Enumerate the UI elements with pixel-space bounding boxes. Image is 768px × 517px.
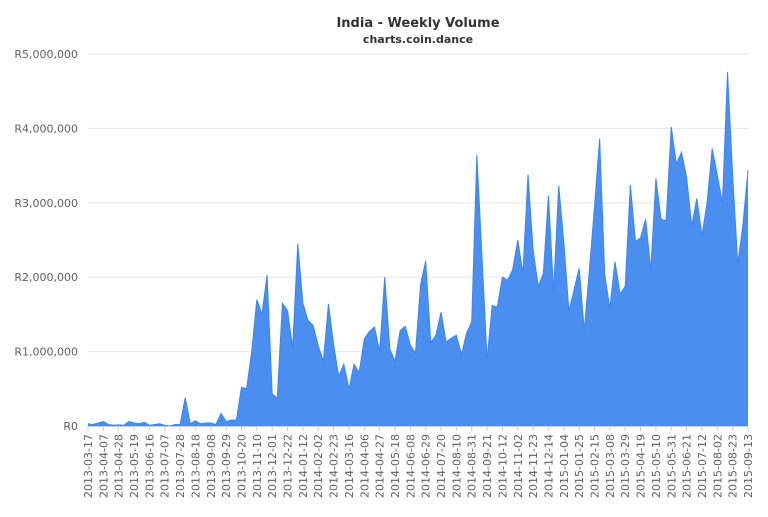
x-tick-label: 2015-05-31 xyxy=(665,434,678,498)
x-tick-label: 2014-06-29 xyxy=(420,434,433,498)
y-tick-label: R0 xyxy=(63,420,78,433)
x-tick-label: 2013-03-17 xyxy=(82,434,95,498)
chart-title: India - Weekly Volume xyxy=(336,16,499,31)
y-tick-label: R5,000,000 xyxy=(14,48,78,61)
x-tick-label: 2013-12-01 xyxy=(266,434,279,498)
x-tick-label: 2013-05-19 xyxy=(128,434,141,498)
x-tick-label: 2013-09-29 xyxy=(220,434,233,498)
x-tick-label: 2015-05-10 xyxy=(650,434,663,498)
x-tick-label: 2014-09-21 xyxy=(481,434,494,498)
x-tick-label: 2014-03-16 xyxy=(343,434,356,498)
x-tick-label: 2013-11-10 xyxy=(251,434,264,498)
x-tick-label: 2014-02-02 xyxy=(312,434,325,498)
x-tick-label: 2014-08-31 xyxy=(466,434,479,498)
x-tick-label: 2013-10-20 xyxy=(235,434,248,498)
y-tick-label: R1,000,000 xyxy=(14,346,78,359)
x-tick-label: 2014-01-12 xyxy=(297,434,310,498)
x-tick-label: 2013-12-22 xyxy=(282,434,295,498)
x-tick-label: 2014-04-27 xyxy=(374,434,387,498)
x-tick-label: 2015-08-02 xyxy=(711,434,724,498)
x-tick-label: 2015-01-04 xyxy=(558,434,571,498)
x-tick-label: 2015-03-29 xyxy=(619,434,632,498)
x-tick-label: 2013-08-18 xyxy=(189,434,202,498)
x-tick-label: 2013-04-07 xyxy=(97,434,110,498)
x-tick-label: 2015-06-21 xyxy=(681,434,694,498)
x-tick-label: 2013-04-28 xyxy=(113,434,126,498)
x-tick-label: 2013-07-07 xyxy=(159,434,172,498)
x-tick-label: 2013-09-08 xyxy=(205,434,218,498)
y-tick-label: R2,000,000 xyxy=(14,271,78,284)
x-tick-label: 2015-02-15 xyxy=(589,434,602,498)
x-tick-label: 2013-06-16 xyxy=(143,434,156,498)
x-tick-label: 2013-07-28 xyxy=(174,434,187,498)
volume-area xyxy=(88,71,748,427)
x-tick-label: 2015-04-19 xyxy=(635,434,648,498)
x-tick-label: 2014-12-14 xyxy=(542,434,555,498)
y-axis: R0 R1,000,000 R2,000,000 R3,000,000 R4,000,0… xyxy=(14,48,78,433)
x-tick-label: 2014-02-23 xyxy=(328,434,341,498)
x-tick-label: 2015-01-25 xyxy=(573,434,586,498)
x-tick-label: 2014-06-08 xyxy=(404,434,417,498)
y-tick-label: R4,000,000 xyxy=(14,122,78,135)
x-tick-label: 2014-07-20 xyxy=(435,434,448,498)
x-tick-label: 2014-10-12 xyxy=(496,434,509,498)
x-tick-label: 2014-05-18 xyxy=(389,434,402,498)
volume-line xyxy=(87,71,749,427)
x-tick-label: 2015-07-12 xyxy=(696,434,709,498)
x-axis: 2013-03-17 2013-04-07 2013-04-28 2013-05-19… xyxy=(82,426,755,498)
x-tick-label: 2015-09-13 xyxy=(742,434,755,498)
x-tick-label: 2014-11-23 xyxy=(527,434,540,498)
chart-subtitle: charts.coin.dance xyxy=(363,33,473,46)
x-tick-label: 2014-08-10 xyxy=(450,434,463,498)
plot-area xyxy=(87,71,749,427)
x-tick-label: 2014-04-06 xyxy=(358,434,371,498)
y-tick-label: R3,000,000 xyxy=(14,197,78,210)
x-tick-label: 2015-03-08 xyxy=(604,434,617,498)
x-tick-label: 2014-11-02 xyxy=(512,434,525,498)
x-tick-label: 2015-08-23 xyxy=(727,434,740,498)
